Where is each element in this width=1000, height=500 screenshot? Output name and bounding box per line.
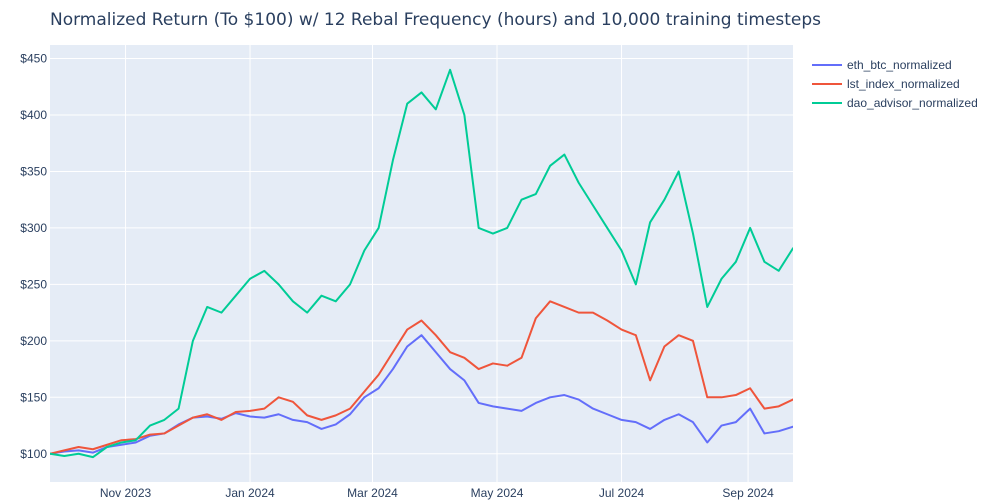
x-tick-label: May 2024 <box>471 486 524 500</box>
legend-item[interactable]: dao_advisor_normalized <box>812 96 978 110</box>
legend-label: dao_advisor_normalized <box>847 96 978 110</box>
y-tick-label: $250 <box>20 277 47 291</box>
y-tick-label: $450 <box>20 52 47 66</box>
axis-ticks: $100 $150 $200 $250 $300 $350 $400 $450 Nov 2023… <box>20 52 774 500</box>
x-tick-label: Jul 2024 <box>599 486 645 500</box>
y-tick-label: $200 <box>20 334 47 348</box>
legend[interactable]: eth_btc_normalized lst_index_normalizedda… <box>812 58 978 110</box>
legend-item[interactable]: eth_btc_normalized <box>812 58 952 72</box>
y-tick-label: $400 <box>20 108 47 122</box>
legend-label: eth_btc_normalized <box>847 58 952 72</box>
y-tick-label: $350 <box>20 164 47 178</box>
grid-lines <box>50 45 793 482</box>
y-tick-label: $100 <box>20 447 47 461</box>
chart-title: Normalized Return (To $100) w/ 12 Rebal … <box>50 10 821 30</box>
x-tick-label: Sep 2024 <box>722 486 774 500</box>
series-line-dao-advisor-normalized[interactable] <box>50 68 793 459</box>
series-line-lst-index-normalized[interactable] <box>50 300 793 455</box>
x-tick-label: Jan 2024 <box>225 486 275 500</box>
y-tick-label: $300 <box>20 221 47 235</box>
y-tick-label: $150 <box>20 390 47 404</box>
x-tick-label: Nov 2023 <box>100 486 152 500</box>
legend-label: lst_index_normalized <box>847 77 960 91</box>
x-tick-label: Mar 2024 <box>347 486 398 500</box>
series-lines <box>50 68 793 459</box>
legend-item[interactable]: lst_index_normalized <box>812 77 960 91</box>
plot-background <box>50 45 793 482</box>
